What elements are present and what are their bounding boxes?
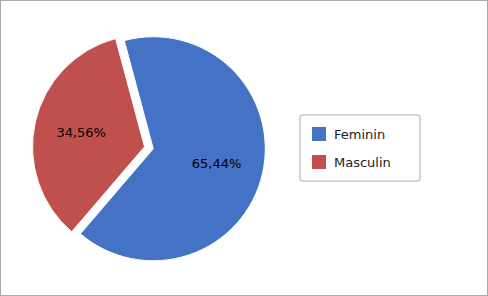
- legend-label: Masculin: [334, 155, 391, 170]
- legend-label: Feminin: [334, 127, 385, 142]
- data-labels: 65,44% 34,56%: [56, 125, 241, 171]
- legend: Feminin Masculin: [300, 115, 420, 181]
- slices: [33, 37, 266, 261]
- data-label: 34,56%: [56, 125, 106, 140]
- chart-container: 65,44% 34,56% Feminin Masculin: [0, 0, 488, 296]
- chart: 65,44% 34,56% Feminin Masculin: [0, 0, 488, 296]
- frame: [1, 1, 488, 296]
- pie-slice: [33, 39, 145, 232]
- legend-swatch: [312, 155, 326, 169]
- data-label: 65,44%: [192, 156, 242, 171]
- legend-frame: [300, 115, 420, 181]
- legend-swatch: [312, 127, 326, 141]
